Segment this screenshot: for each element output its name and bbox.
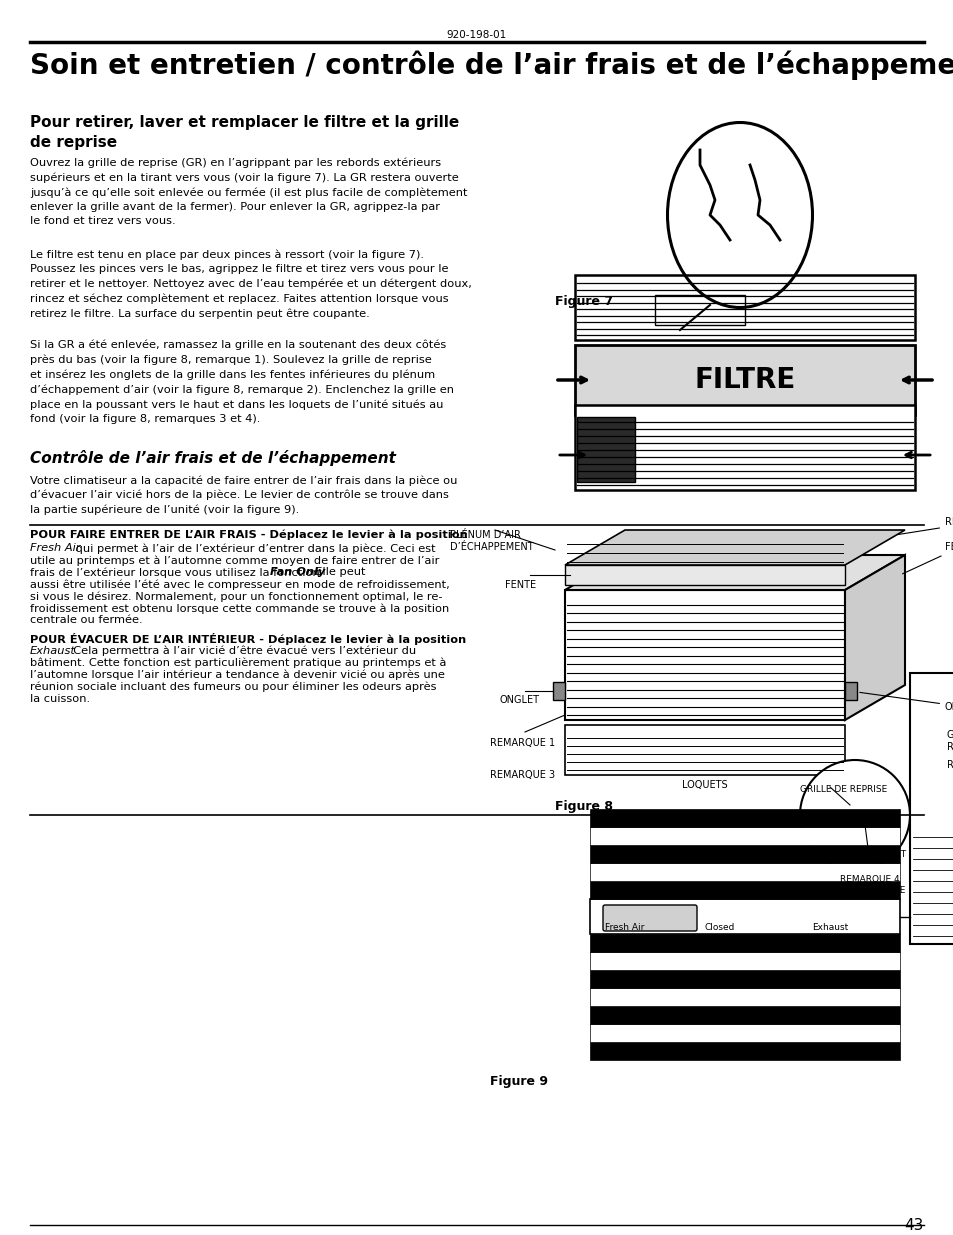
Text: . Cela permettra à l’air vicié d’être évacué vers l’extérieur du: . Cela permettra à l’air vicié d’être év…: [66, 646, 416, 657]
Polygon shape: [564, 530, 904, 564]
Bar: [575, 275, 914, 340]
Text: ONGLET: ONGLET: [499, 695, 539, 705]
Polygon shape: [564, 555, 904, 590]
Bar: [589, 827, 899, 845]
Text: FILTRE: FILTRE: [694, 366, 795, 394]
Text: si vous le désirez. Normalement, pour un fonctionnement optimal, le re-: si vous le désirez. Normalement, pour un…: [30, 592, 442, 601]
Bar: [589, 1007, 899, 1024]
Text: Figure 9: Figure 9: [490, 1074, 547, 1088]
FancyBboxPatch shape: [602, 905, 697, 931]
Bar: [589, 934, 899, 952]
Bar: [589, 899, 899, 934]
Text: FENTE: FENTE: [504, 580, 536, 590]
Bar: [655, 295, 744, 325]
Text: REMARQUE 3: REMARQUE 3: [946, 760, 953, 769]
Bar: [589, 809, 899, 827]
Text: FENTE: FENTE: [902, 542, 953, 574]
Bar: [589, 1024, 899, 1042]
Text: POUR ÉVACUER DE L’AIR INTÉRIEUR - Déplacez le levier à la position: POUR ÉVACUER DE L’AIR INTÉRIEUR - Déplac…: [30, 634, 466, 645]
Text: Votre climatiseur a la capacité de faire entrer de l’air frais dans la pièce ou
: Votre climatiseur a la capacité de faire…: [30, 475, 456, 515]
Ellipse shape: [800, 760, 909, 869]
Text: bâtiment. Cette fonction est particulièrement pratique au printemps et à: bâtiment. Cette fonction est particulièr…: [30, 658, 446, 668]
Text: REMARQUE 2: REMARQUE 2: [897, 517, 953, 535]
Bar: [909, 673, 953, 944]
Text: Closed: Closed: [704, 923, 735, 932]
Text: l’automne lorsque l’air intérieur a tendance à devenir vicié ou après une: l’automne lorsque l’air intérieur a tend…: [30, 671, 444, 680]
Text: Figure 7: Figure 7: [555, 295, 613, 308]
Text: LOQUET: LOQUET: [869, 850, 905, 860]
Text: réunion sociale incluant des fumeurs ou pour éliminer les odeurs après: réunion sociale incluant des fumeurs ou …: [30, 682, 436, 693]
Text: froidissement est obtenu lorsque cette commande se trouve à la position: froidissement est obtenu lorsque cette c…: [30, 603, 449, 614]
Bar: [589, 845, 899, 863]
Bar: [564, 564, 844, 585]
Text: Contrôle de l’air frais et de l’échappement: Contrôle de l’air frais et de l’échappem…: [30, 450, 395, 466]
Bar: [564, 590, 844, 720]
Text: . Elle peut: . Elle peut: [308, 567, 365, 577]
Text: utile au printemps et à l’automne comme moyen de faire entrer de l’air: utile au printemps et à l’automne comme …: [30, 555, 439, 566]
Text: Pour retirer, laver et remplacer le filtre et la grille: Pour retirer, laver et remplacer le filt…: [30, 115, 458, 130]
Text: GRILLE DE REPRISE
REMARQUE 1: GRILLE DE REPRISE REMARQUE 1: [946, 730, 953, 752]
Text: GRILLE DE REPRISE: GRILLE DE REPRISE: [800, 785, 886, 794]
Polygon shape: [844, 555, 904, 720]
Bar: [589, 952, 899, 969]
Text: REMARQUE 1: REMARQUE 1: [490, 739, 555, 748]
Bar: [564, 725, 844, 776]
Text: PLÉNUM D’AIR
D’ÉCHAPPEMENT: PLÉNUM D’AIR D’ÉCHAPPEMENT: [450, 530, 533, 552]
Text: 920-198-01: 920-198-01: [446, 30, 507, 40]
Text: Ouvrez la grille de reprise (GR) en l’agrippant par les rebords extérieurs
supér: Ouvrez la grille de reprise (GR) en l’ag…: [30, 158, 467, 226]
Text: qui permet à l’air de l’extérieur d’entrer dans la pièce. Ceci est: qui permet à l’air de l’extérieur d’entr…: [71, 543, 436, 553]
Bar: [589, 988, 899, 1007]
Text: LOQUETS: LOQUETS: [681, 781, 727, 790]
Bar: [553, 682, 564, 700]
Text: centrale ou fermée.: centrale ou fermée.: [30, 615, 143, 625]
Text: Le filtre est tenu en place par deux pinces à ressort (voir la figure 7).
Pousse: Le filtre est tenu en place par deux pin…: [30, 249, 472, 319]
Text: Soin et entretien / contrôle de l’air frais et de l’échappement: Soin et entretien / contrôle de l’air fr…: [30, 49, 953, 79]
Bar: [844, 682, 856, 700]
Text: Fresh Air: Fresh Air: [604, 923, 644, 932]
Text: frais de l’extérieur lorsque vous utilisez la fonction: frais de l’extérieur lorsque vous utilis…: [30, 567, 323, 578]
Text: 43: 43: [903, 1218, 923, 1233]
Bar: [589, 863, 899, 881]
Text: Exhaust: Exhaust: [30, 646, 76, 656]
Bar: [575, 345, 914, 415]
Text: Fan Only: Fan Only: [270, 567, 325, 577]
Text: REMARQUE 4
VUE LATÉRALE: REMARQUE 4 VUE LATÉRALE: [840, 876, 904, 895]
Text: aussi être utilisée l’été avec le compresseur en mode de refroidissement,: aussi être utilisée l’été avec le compre…: [30, 579, 449, 589]
Text: la cuisson.: la cuisson.: [30, 694, 90, 704]
Bar: [589, 1042, 899, 1060]
Bar: [577, 417, 635, 482]
Text: POUR FAIRE ENTRER DE L’AIR FRAIS - Déplacez le levier à la position: POUR FAIRE ENTRER DE L’AIR FRAIS - Dépla…: [30, 530, 467, 541]
Text: de reprise: de reprise: [30, 135, 117, 149]
Bar: [575, 405, 914, 490]
Text: Exhaust: Exhaust: [811, 923, 847, 932]
Text: Fresh Air: Fresh Air: [30, 543, 80, 553]
Text: REMARQUE 3: REMARQUE 3: [490, 769, 555, 781]
Bar: [589, 969, 899, 988]
Text: ONGLET: ONGLET: [859, 693, 953, 713]
Bar: [589, 881, 899, 899]
Text: Si la GR a été enlevée, ramassez la grille en la soutenant des deux côtés
près d: Si la GR a été enlevée, ramassez la gril…: [30, 340, 454, 424]
Text: Figure 8: Figure 8: [555, 800, 613, 813]
